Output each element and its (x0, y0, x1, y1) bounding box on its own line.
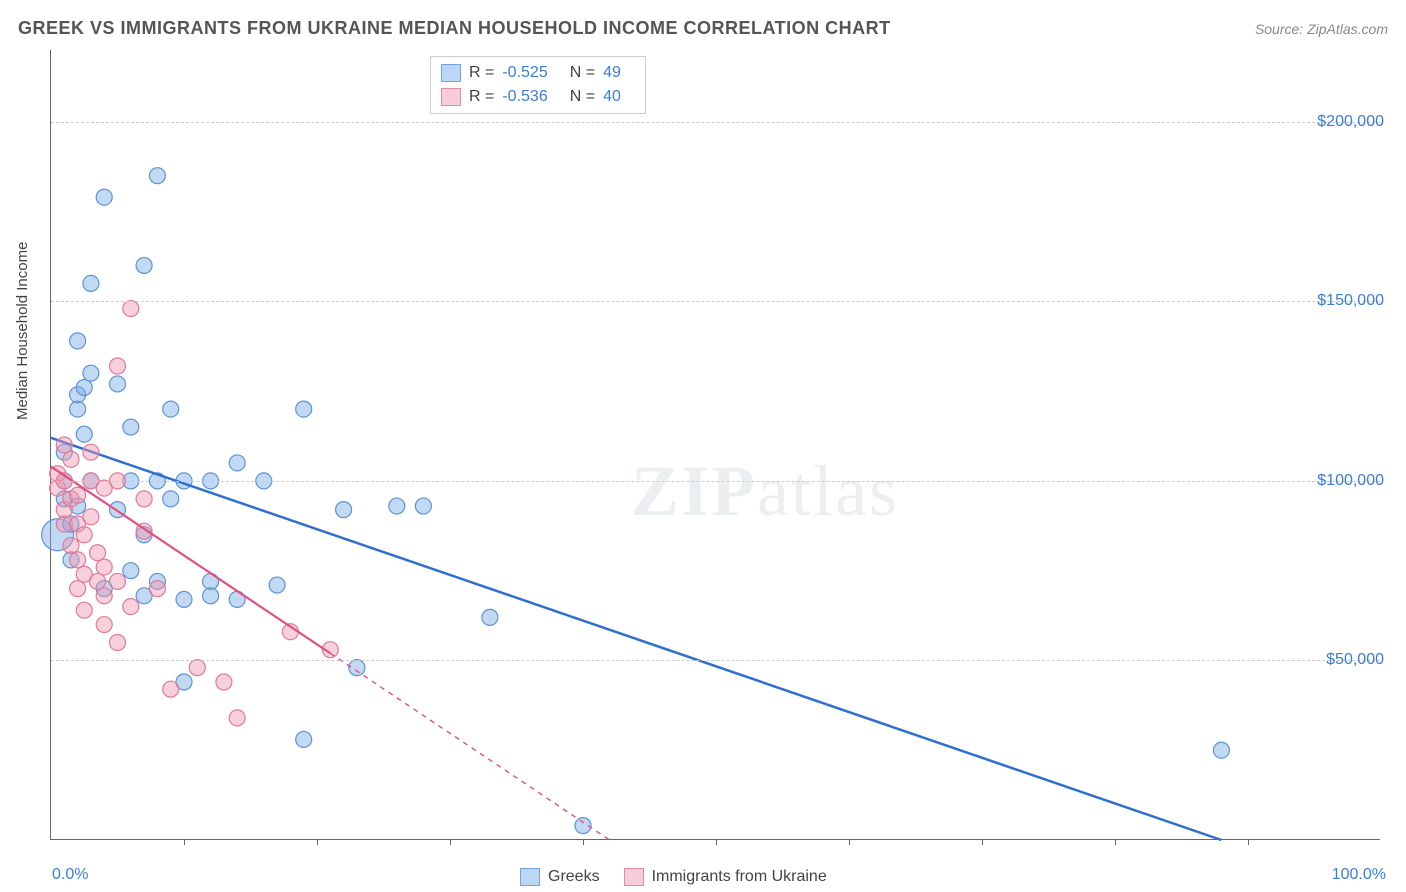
stats-legend-row: R = -0.536 N = 40 (441, 85, 635, 109)
data-point (176, 591, 192, 607)
n-label: N = (570, 85, 595, 109)
legend-swatch (624, 868, 644, 886)
x-axis-min-label: 0.0% (52, 866, 88, 884)
x-axis-max-label: 100.0% (1332, 866, 1386, 884)
n-label: N = (570, 61, 595, 85)
data-point (389, 498, 405, 514)
data-point (63, 538, 79, 554)
chart-title: GREEK VS IMMIGRANTS FROM UKRAINE MEDIAN … (18, 18, 891, 39)
x-tick (317, 839, 318, 845)
data-point (96, 189, 112, 205)
data-point (56, 437, 72, 453)
series-legend-item: Immigrants from Ukraine (624, 868, 827, 886)
stats-legend: R = -0.525 N = 49 R = -0.536 N = 40 (430, 56, 646, 114)
r-value: -0.536 (502, 85, 547, 109)
data-point (70, 552, 86, 568)
data-point (110, 635, 126, 651)
trend-line (51, 438, 1221, 840)
plot-area: ZIPatlas (50, 50, 1380, 840)
gridline (51, 660, 1380, 661)
data-point (96, 559, 112, 575)
data-point (76, 602, 92, 618)
data-point (76, 527, 92, 543)
data-point (96, 617, 112, 633)
x-tick (1115, 839, 1116, 845)
y-tick-label: $200,000 (1317, 113, 1384, 131)
data-point (136, 257, 152, 273)
chart-svg (51, 50, 1380, 839)
data-point (96, 588, 112, 604)
data-point (163, 401, 179, 417)
n-value: 40 (603, 85, 621, 109)
x-tick (184, 839, 185, 845)
data-point (136, 491, 152, 507)
data-point (76, 380, 92, 396)
data-point (76, 426, 92, 442)
data-point (349, 660, 365, 676)
data-point (269, 577, 285, 593)
x-tick (1248, 839, 1249, 845)
data-point (70, 333, 86, 349)
y-axis-label: Median Household Income (14, 242, 31, 420)
data-point (482, 609, 498, 625)
data-point (123, 563, 139, 579)
data-point (1213, 742, 1229, 758)
data-point (123, 419, 139, 435)
series-legend: Greeks Immigrants from Ukraine (520, 868, 827, 886)
n-value: 49 (603, 61, 621, 85)
data-point (336, 502, 352, 518)
y-tick-label: $100,000 (1317, 472, 1384, 490)
chart-source: Source: ZipAtlas.com (1255, 21, 1388, 37)
x-tick (583, 839, 584, 845)
x-tick (716, 839, 717, 845)
data-point (123, 599, 139, 615)
data-point (415, 498, 431, 514)
data-point (296, 731, 312, 747)
data-point (83, 444, 99, 460)
r-label: R = (469, 61, 494, 85)
legend-swatch (520, 868, 540, 886)
data-point (110, 573, 126, 589)
data-point (90, 545, 106, 561)
data-point (70, 401, 86, 417)
data-point (149, 168, 165, 184)
data-point (63, 451, 79, 467)
y-tick-label: $150,000 (1317, 292, 1384, 310)
r-label: R = (469, 85, 494, 109)
r-value: -0.525 (502, 61, 547, 85)
data-point (83, 509, 99, 525)
data-point (110, 376, 126, 392)
data-point (216, 674, 232, 690)
series-legend-item: Greeks (520, 868, 600, 886)
x-tick (450, 839, 451, 845)
legend-swatch (441, 88, 461, 106)
data-point (123, 301, 139, 317)
data-point (83, 275, 99, 291)
y-tick-label: $50,000 (1326, 651, 1384, 669)
data-point (149, 581, 165, 597)
series-legend-label: Greeks (548, 868, 600, 886)
data-point (70, 487, 86, 503)
x-tick (982, 839, 983, 845)
x-tick (849, 839, 850, 845)
gridline (51, 481, 1380, 482)
data-point (83, 365, 99, 381)
series-legend-label: Immigrants from Ukraine (652, 868, 827, 886)
data-point (229, 455, 245, 471)
gridline (51, 301, 1380, 302)
data-point (163, 681, 179, 697)
data-point (203, 588, 219, 604)
data-point (110, 358, 126, 374)
data-point (70, 581, 86, 597)
data-point (189, 660, 205, 676)
data-point (229, 710, 245, 726)
data-point (296, 401, 312, 417)
trend-line-dashed (330, 653, 609, 840)
stats-legend-row: R = -0.525 N = 49 (441, 61, 635, 85)
chart-header: GREEK VS IMMIGRANTS FROM UKRAINE MEDIAN … (18, 18, 1388, 39)
data-point (90, 573, 106, 589)
gridline (51, 122, 1380, 123)
data-point (163, 491, 179, 507)
legend-swatch (441, 64, 461, 82)
